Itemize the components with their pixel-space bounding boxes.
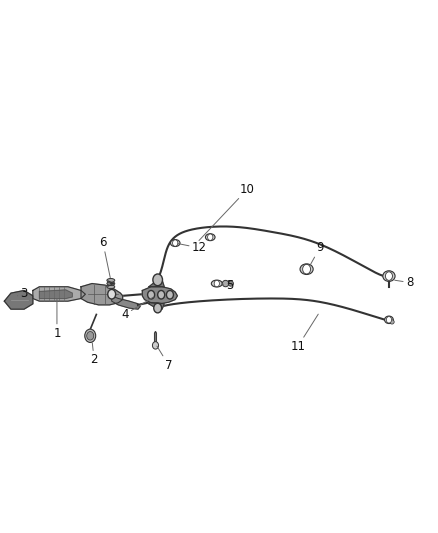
Circle shape — [154, 303, 162, 313]
Text: 2: 2 — [90, 343, 98, 366]
Circle shape — [153, 274, 162, 286]
Ellipse shape — [383, 271, 395, 281]
Text: 3: 3 — [18, 287, 28, 300]
Ellipse shape — [390, 320, 394, 324]
Circle shape — [214, 280, 219, 287]
Polygon shape — [4, 290, 33, 309]
Polygon shape — [149, 280, 164, 287]
Ellipse shape — [205, 233, 215, 241]
Circle shape — [385, 272, 392, 280]
Ellipse shape — [107, 278, 115, 282]
Text: 11: 11 — [290, 314, 318, 353]
Circle shape — [208, 234, 213, 240]
Text: 12: 12 — [178, 241, 207, 254]
Ellipse shape — [107, 285, 115, 289]
Circle shape — [173, 240, 178, 246]
Ellipse shape — [170, 240, 180, 247]
Circle shape — [108, 289, 116, 299]
Text: 5: 5 — [222, 279, 233, 292]
Polygon shape — [155, 332, 156, 344]
Circle shape — [152, 342, 159, 349]
Ellipse shape — [222, 280, 229, 287]
Polygon shape — [81, 284, 123, 305]
Circle shape — [158, 290, 165, 299]
Text: 8: 8 — [395, 276, 413, 289]
Polygon shape — [149, 303, 164, 309]
Polygon shape — [112, 296, 140, 309]
Circle shape — [166, 290, 173, 299]
Text: 10: 10 — [199, 183, 255, 240]
Ellipse shape — [107, 281, 115, 286]
Text: 7: 7 — [157, 346, 173, 372]
Circle shape — [87, 332, 94, 340]
Text: 6: 6 — [99, 236, 110, 278]
Circle shape — [386, 317, 392, 323]
Circle shape — [303, 264, 311, 274]
Ellipse shape — [385, 316, 393, 324]
Text: 1: 1 — [53, 298, 61, 340]
Polygon shape — [33, 287, 85, 301]
Polygon shape — [142, 287, 177, 304]
Text: 4: 4 — [121, 297, 153, 321]
Ellipse shape — [300, 264, 313, 274]
Ellipse shape — [228, 281, 233, 286]
Ellipse shape — [85, 329, 95, 342]
Circle shape — [148, 290, 155, 299]
Text: 9: 9 — [310, 241, 324, 265]
Polygon shape — [39, 290, 72, 298]
Ellipse shape — [211, 280, 222, 287]
